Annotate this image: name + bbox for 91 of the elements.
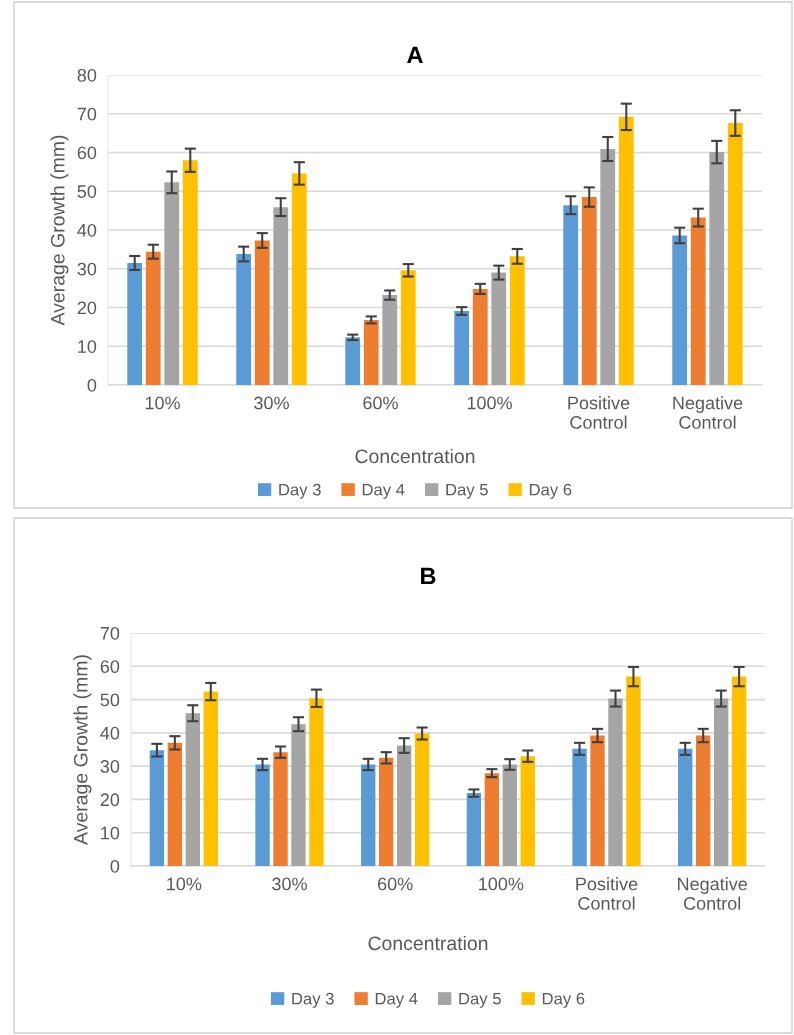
x-tick-label: 100%	[479, 877, 524, 891]
bar	[145, 251, 161, 385]
bar	[731, 676, 747, 866]
legend-label: Day 5	[446, 483, 488, 499]
bar	[255, 764, 270, 866]
x-tick-label: 60%	[363, 396, 398, 410]
bar	[713, 698, 729, 866]
y-tick-label: 50	[77, 185, 97, 198]
bar	[236, 254, 252, 385]
bar	[600, 149, 616, 385]
bar	[491, 272, 507, 385]
y-tick-label: 70	[77, 107, 97, 121]
y-tick-label: 30	[77, 262, 97, 276]
bar	[164, 182, 180, 385]
bar	[563, 205, 579, 385]
bar	[509, 256, 525, 385]
bar	[149, 750, 165, 866]
x-tick-label: 10%	[167, 877, 202, 891]
legend-label: Day 6	[529, 483, 572, 499]
x-axis-title: Concentration	[368, 935, 488, 951]
bar	[672, 235, 688, 385]
x-tick-label: 100%	[467, 396, 512, 410]
bar	[678, 748, 693, 866]
bar	[626, 676, 641, 866]
bar	[254, 240, 270, 385]
bar	[572, 748, 587, 866]
bar	[273, 207, 289, 385]
bar	[502, 764, 517, 866]
bar	[590, 735, 605, 866]
bar	[291, 724, 306, 866]
bar	[363, 319, 379, 385]
y-tick-label: 70	[100, 626, 120, 640]
bar	[466, 793, 482, 866]
bar	[727, 123, 743, 385]
y-tick-label: 0	[110, 859, 120, 873]
bar	[690, 217, 706, 385]
legend-label: Day 3	[292, 992, 334, 1008]
y-tick-label: 50	[100, 693, 120, 707]
y-axis-title: Average Growth (mm)	[73, 655, 92, 845]
y-tick-label: 10	[101, 826, 120, 840]
y-axis-title: Average Growth (mm)	[50, 135, 69, 326]
x-tick-label: Negative Control	[678, 877, 747, 910]
legend-label: Day 5	[459, 992, 501, 1008]
bar	[309, 698, 324, 866]
y-tick-label: 40	[77, 223, 97, 237]
x-tick-label: 30%	[254, 396, 289, 410]
legend-label: Day 3	[279, 483, 321, 499]
y-tick-label: 30	[100, 760, 120, 773]
bar	[400, 270, 416, 385]
y-tick-label: 0	[87, 378, 97, 392]
bar	[182, 160, 198, 385]
bar	[379, 757, 394, 866]
y-tick-label: 60	[77, 146, 97, 160]
bar	[127, 262, 143, 385]
bar	[345, 337, 361, 385]
bar	[608, 698, 623, 866]
x-tick-label: Positive Control	[568, 396, 630, 429]
y-tick-label: 80	[77, 68, 97, 82]
x-tick-label: 60%	[378, 877, 413, 891]
legend-label: Day 6	[542, 992, 585, 1008]
bar	[185, 713, 200, 866]
bar	[203, 691, 218, 866]
bar	[361, 764, 376, 866]
bar	[454, 310, 470, 385]
bar	[618, 116, 634, 385]
legend-label: Day 4	[362, 483, 405, 499]
x-tick-label: Positive Control	[576, 877, 638, 910]
y-tick-label: 60	[100, 660, 120, 674]
chart-title: B	[421, 567, 436, 585]
bar	[472, 288, 488, 385]
bar	[291, 173, 307, 385]
bar	[382, 295, 398, 385]
x-tick-label: 10%	[145, 396, 180, 410]
x-axis-title: Concentration	[355, 448, 475, 464]
x-tick-label: Negative Control	[673, 396, 743, 429]
x-tick-label: 30%	[272, 877, 307, 891]
bar	[484, 773, 500, 866]
y-tick-label: 40	[100, 726, 120, 740]
bar	[396, 745, 412, 866]
legend-label: Day 4	[375, 992, 418, 1008]
bar	[520, 756, 535, 866]
y-tick-label: 20	[100, 793, 120, 807]
bar	[273, 752, 288, 866]
y-tick-label: 10	[78, 340, 97, 353]
bar	[414, 733, 430, 866]
chart-title: A	[407, 46, 423, 64]
bar	[696, 735, 711, 866]
bar	[167, 742, 183, 866]
y-tick-label: 20	[77, 301, 97, 315]
bar	[581, 197, 597, 385]
bar	[709, 152, 725, 385]
